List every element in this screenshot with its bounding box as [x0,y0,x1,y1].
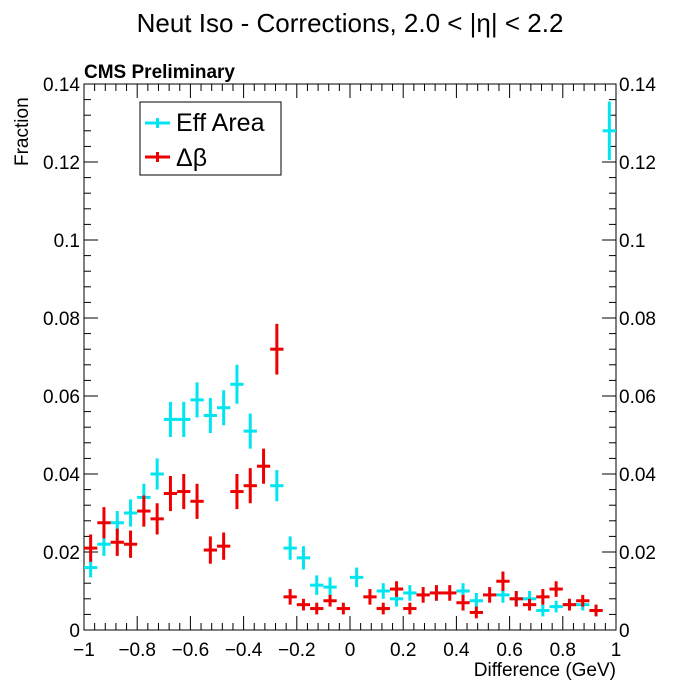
data-point [190,382,204,418]
data-point [310,602,324,615]
y-tick-label-right: 0 [619,621,630,642]
y-tick-label-right: 0.12 [619,153,656,174]
y-tick-label: 0.12 [43,153,80,174]
data-point [84,534,98,562]
data-point [376,583,390,599]
data-point [576,594,590,607]
data-point [150,503,164,535]
legend-box [139,101,282,176]
y-tick-label: 0.02 [43,543,80,564]
data-point [296,598,311,611]
data-point [522,598,537,611]
y-tick-label-right: 0.06 [619,387,656,408]
y-tick-label: 0.06 [43,387,80,408]
data-point [336,602,350,615]
data-point [429,585,444,601]
x-tick-label: −0.2 [278,640,316,661]
data-point [110,528,124,556]
data-point [403,585,417,601]
data-point [536,589,550,605]
data-point [296,546,311,570]
y-tick-label-right: 0.04 [619,465,656,486]
data-point [217,390,231,426]
x-tick-label: 0.8 [550,640,576,661]
data-point [163,401,178,437]
data-point [190,483,204,519]
legend-label-delta-beta: Δβ [176,144,207,172]
data-point [150,458,164,490]
y-tick-label: 0.04 [43,465,80,486]
data-point [270,323,284,375]
x-tick-label: −1 [73,640,95,661]
data-point [496,571,510,591]
x-tick-label: −0.8 [118,640,156,661]
data-point [483,587,497,603]
data-point [177,401,191,437]
axes: −1 −0.8 −0.6 −0.4 −0.2 0 0.2 0.4 0.6 0.8 10 00.02 0.… [43,75,656,661]
data-point [469,606,483,619]
data-point [256,448,271,484]
data-point [203,397,217,434]
data-point [389,581,404,597]
data-point [549,600,563,613]
x-tick-label: −0.6 [172,640,210,661]
data-point [323,577,337,597]
y-tick-label-right: 0.14 [619,75,656,96]
data-point [177,474,191,510]
data-point [350,567,364,588]
legend: Eff Area Δβ [139,101,282,176]
series-1 [84,323,603,619]
data-point [137,495,151,527]
chart-subtitle: CMS Preliminary [84,62,235,83]
data-point [376,602,390,615]
data-point [310,575,324,595]
data-point [403,602,417,615]
x-tick-label: 0 [345,640,356,661]
data-point [536,604,550,617]
data-point [589,604,603,617]
y-axis-label: Fraction [12,97,33,166]
legend-label-eff-area: Eff Area [176,109,265,137]
y-tick-label: 0 [69,621,80,642]
y-tick-label-right: 0.1 [619,231,645,252]
data-point [163,475,178,512]
data-point [270,470,284,502]
chart-title: Neut Iso - Corrections, 2.0 < |η| < 2.2 [137,8,564,38]
data-point [363,589,377,605]
data-point [456,594,470,611]
y-tick-label: 0.1 [54,231,80,252]
data-point [97,507,111,539]
data-point [562,598,577,611]
data-point [203,536,217,564]
data-point [602,101,616,161]
data-point [123,499,138,527]
data-point [230,474,244,510]
data-point [243,468,257,504]
x-tick-label: 0.4 [443,640,470,661]
y-tick-label-right: 0.08 [619,309,656,330]
data-point [217,532,231,560]
x-tick-label: 1 [611,640,622,661]
data-point [323,594,337,607]
x-tick-label: −0.4 [225,640,263,661]
series-layer [84,101,616,619]
x-tick-label: 0.2 [390,640,416,661]
data-point [509,591,523,607]
data-point [283,536,297,560]
data-point [283,589,297,605]
data-point [123,530,138,558]
y-tick-label-right: 0.02 [619,543,656,564]
data-point [243,413,257,449]
data-point [230,364,244,404]
data-point [549,581,563,597]
x-tick-label: 0.6 [496,640,522,661]
x-axis-label: Difference (GeV) [474,660,616,681]
data-point [416,587,430,603]
data-point [469,592,483,609]
y-tick-label: 0.08 [43,309,80,330]
y-tick-label: 0.14 [43,75,80,96]
data-point [443,585,457,601]
